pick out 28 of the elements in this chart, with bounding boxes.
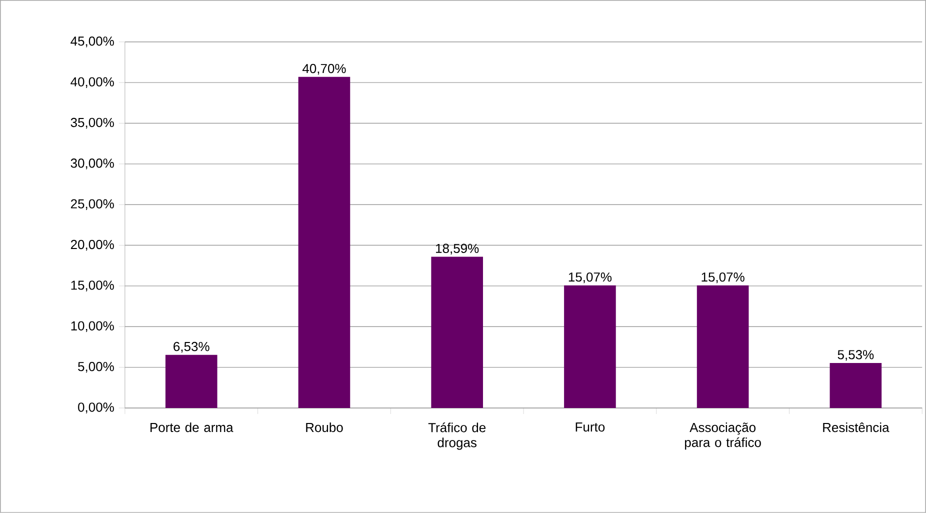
bar — [298, 76, 350, 408]
x-tick-label: Associação para o tráfico — [685, 422, 761, 450]
data-label: 15,07% — [568, 272, 612, 284]
data-label: 5,53% — [838, 350, 874, 361]
x-tick-label: Resistência — [823, 422, 890, 432]
x-tick-label: Furto — [576, 422, 605, 432]
bar — [696, 285, 749, 408]
y-tick-label: 5,00% — [78, 362, 114, 373]
y-tick-label: 0,00% — [78, 402, 114, 414]
data-label: 15,07% — [702, 272, 744, 284]
bar — [165, 354, 218, 408]
bar — [564, 285, 616, 408]
x-tick-label: Porte de arma — [150, 422, 234, 432]
y-tick-label: 30,00% — [70, 158, 114, 170]
x-tick-label: Tráfico de drogas — [428, 422, 486, 450]
y-tick-label: 25,00% — [70, 199, 114, 210]
y-tick-label: 15,00% — [71, 280, 114, 292]
data-label: 40,70% — [302, 64, 346, 75]
y-tick-label: 10,00% — [71, 321, 114, 332]
bar — [431, 256, 483, 408]
bar — [830, 363, 882, 408]
y-tick-label: 45,00% — [70, 36, 114, 48]
x-tick-label: Roubo — [306, 422, 343, 432]
y-tick-label: 40,00% — [70, 77, 114, 88]
y-tick-label: 35,00% — [70, 118, 114, 129]
y-tick-label: 20,00% — [70, 240, 114, 251]
data-label: 18,59% — [436, 244, 479, 255]
data-label: 6,53% — [174, 342, 210, 353]
